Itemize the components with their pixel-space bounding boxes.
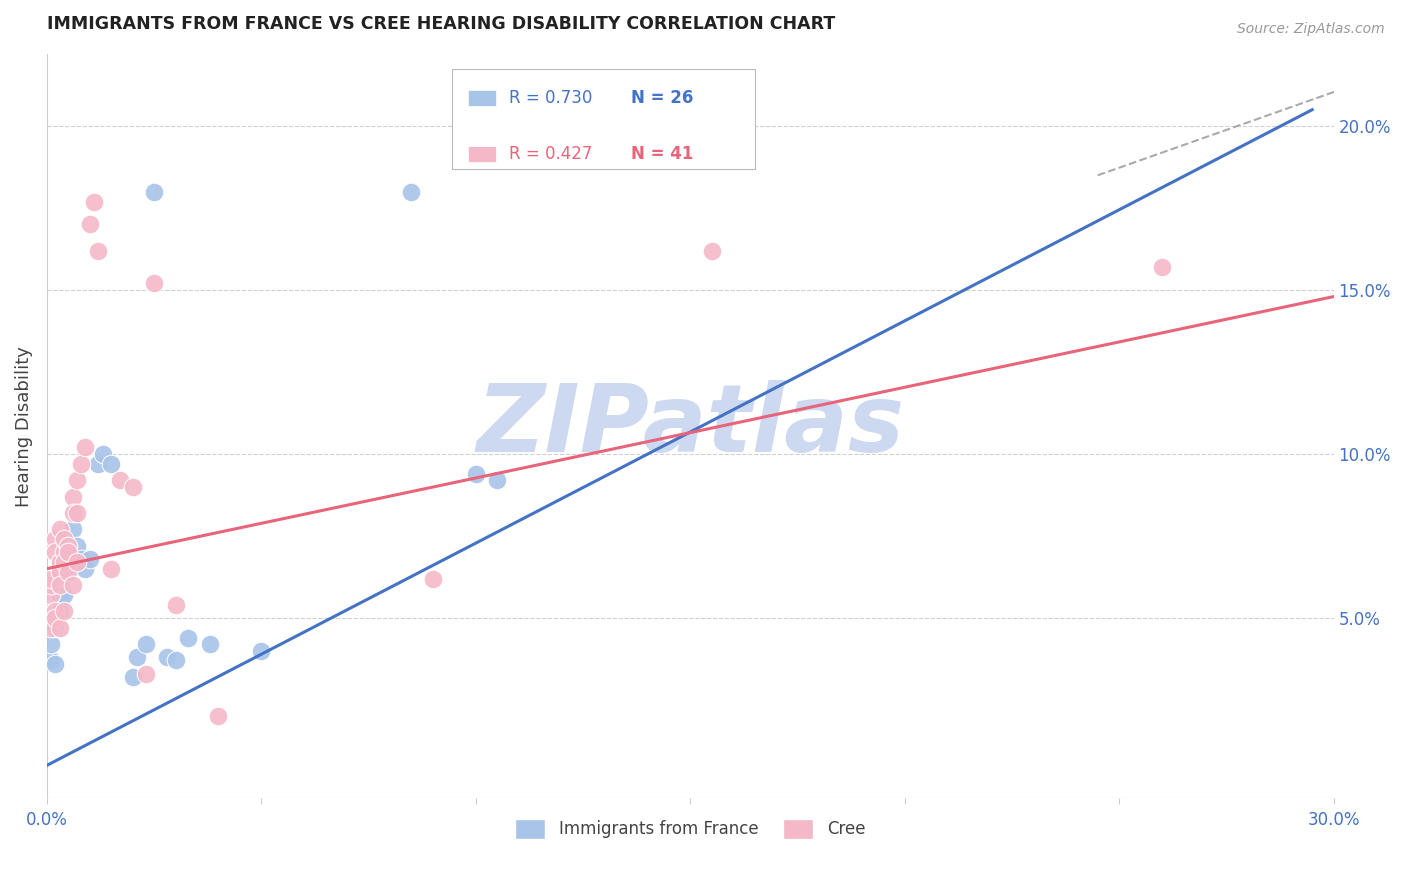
Text: IMMIGRANTS FROM FRANCE VS CREE HEARING DISABILITY CORRELATION CHART: IMMIGRANTS FROM FRANCE VS CREE HEARING D…	[46, 15, 835, 33]
Text: R = 0.730: R = 0.730	[509, 89, 592, 107]
Point	[53, 545, 76, 559]
Point	[70, 551, 93, 566]
Point	[121, 670, 143, 684]
Point	[44, 621, 66, 635]
Point	[62, 506, 84, 520]
Point	[165, 598, 187, 612]
Point	[66, 555, 89, 569]
Point	[58, 539, 80, 553]
Point	[53, 565, 76, 579]
Point	[75, 441, 97, 455]
Point	[44, 604, 66, 618]
Point	[401, 185, 423, 199]
Point	[165, 653, 187, 667]
Point	[49, 588, 72, 602]
Text: R = 0.427: R = 0.427	[509, 145, 592, 162]
Text: N = 26: N = 26	[631, 89, 693, 107]
Point	[49, 555, 72, 569]
Point	[49, 522, 72, 536]
Point	[53, 555, 76, 569]
Point	[198, 637, 221, 651]
Point	[143, 277, 166, 291]
Point	[79, 218, 101, 232]
Point	[66, 473, 89, 487]
Point	[58, 555, 80, 569]
Point	[91, 447, 114, 461]
Point	[135, 666, 157, 681]
Point	[39, 572, 62, 586]
Point	[83, 194, 105, 209]
Point	[49, 604, 72, 618]
Point	[44, 657, 66, 671]
Point	[87, 244, 110, 258]
Point	[58, 565, 80, 579]
FancyBboxPatch shape	[453, 69, 755, 169]
Point	[44, 545, 66, 559]
Point	[39, 578, 62, 592]
Point	[156, 650, 179, 665]
Point	[53, 588, 76, 602]
Point	[79, 551, 101, 566]
FancyBboxPatch shape	[468, 145, 496, 162]
Point	[75, 562, 97, 576]
Point	[121, 480, 143, 494]
Point	[39, 637, 62, 651]
Point	[125, 650, 148, 665]
Point	[53, 604, 76, 618]
Point	[66, 506, 89, 520]
Point	[44, 611, 66, 625]
Point	[108, 473, 131, 487]
Point	[143, 185, 166, 199]
Point	[100, 562, 122, 576]
Point	[721, 96, 744, 111]
Y-axis label: Hearing Disability: Hearing Disability	[15, 345, 32, 507]
Point	[486, 473, 509, 487]
FancyBboxPatch shape	[468, 90, 496, 106]
Point	[44, 611, 66, 625]
Point	[39, 588, 62, 602]
Point	[700, 244, 723, 258]
Point	[62, 522, 84, 536]
Point	[53, 545, 76, 559]
Point	[49, 565, 72, 579]
Point	[464, 467, 486, 481]
Point	[49, 578, 72, 592]
Point	[58, 539, 80, 553]
Point	[53, 532, 76, 546]
Point	[44, 532, 66, 546]
Point	[679, 128, 702, 143]
Point	[207, 709, 229, 723]
Point	[66, 539, 89, 553]
Point	[66, 551, 89, 566]
Point	[39, 653, 62, 667]
Point	[422, 572, 444, 586]
Point	[100, 457, 122, 471]
Point	[49, 555, 72, 569]
Point	[70, 457, 93, 471]
Point	[39, 621, 62, 635]
Point	[49, 621, 72, 635]
Point	[1152, 260, 1174, 274]
Point	[177, 631, 200, 645]
Point	[62, 578, 84, 592]
Text: ZIPatlas: ZIPatlas	[477, 380, 904, 472]
Point	[58, 545, 80, 559]
Legend: Immigrants from France, Cree: Immigrants from France, Cree	[509, 812, 872, 846]
Point	[250, 643, 273, 657]
Point	[49, 572, 72, 586]
Point	[62, 490, 84, 504]
Point	[135, 637, 157, 651]
Text: N = 41: N = 41	[631, 145, 693, 162]
Point	[87, 457, 110, 471]
Text: Source: ZipAtlas.com: Source: ZipAtlas.com	[1237, 22, 1385, 37]
